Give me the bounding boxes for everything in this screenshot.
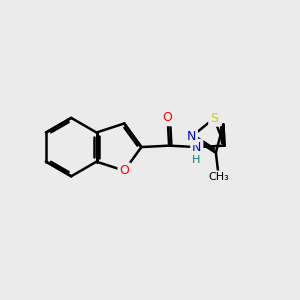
Text: CH₃: CH₃ xyxy=(208,172,229,182)
Text: N: N xyxy=(192,141,202,154)
Text: N: N xyxy=(187,130,196,143)
Text: H: H xyxy=(192,155,200,165)
Text: O: O xyxy=(119,164,129,177)
Text: S: S xyxy=(210,112,218,125)
Text: O: O xyxy=(163,111,172,124)
